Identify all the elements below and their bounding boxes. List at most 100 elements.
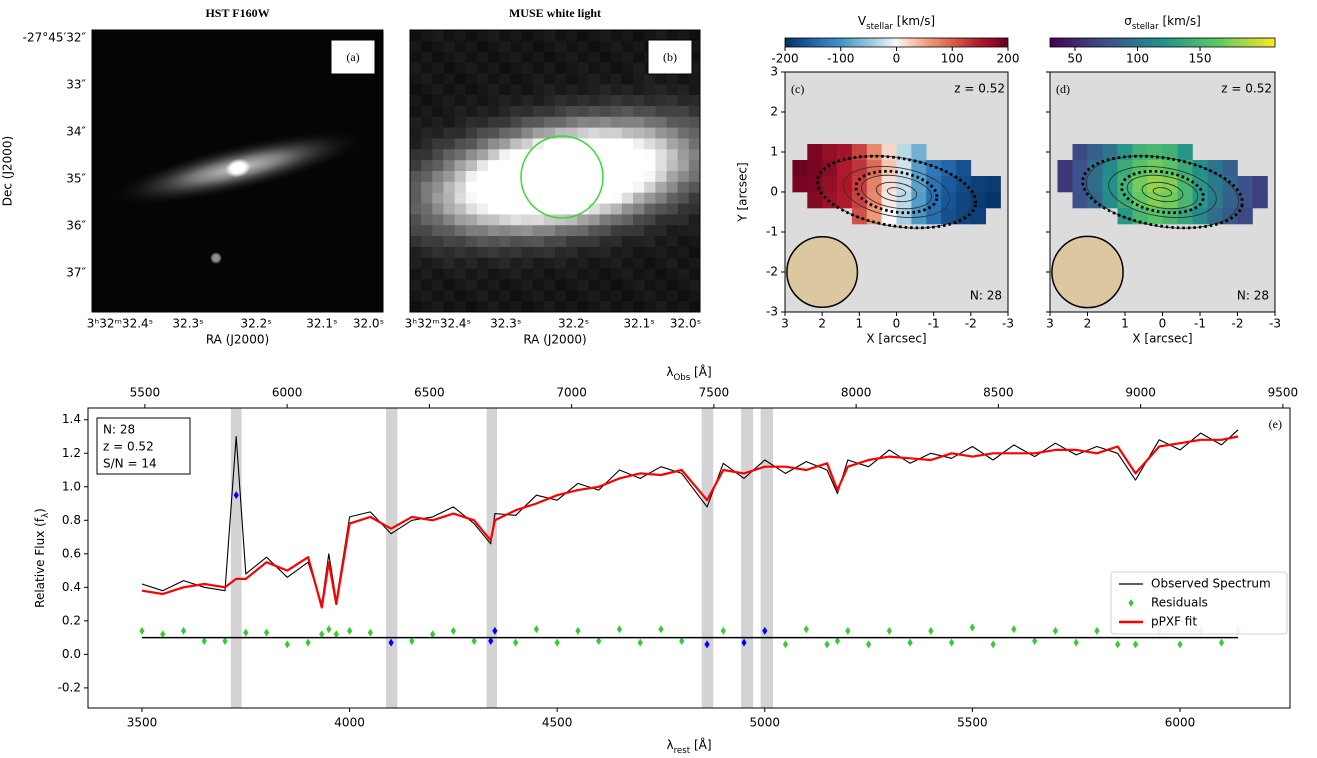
image-pixel [499, 246, 511, 259]
image-pixel [655, 171, 668, 183]
image-pixel [410, 268, 422, 280]
image-pixel [454, 138, 467, 150]
image-pixel [532, 181, 545, 194]
image-pixel [421, 214, 433, 226]
image-pixel [577, 181, 589, 194]
image-pixel [454, 84, 467, 96]
image-pixel [599, 160, 612, 172]
x-tick-label: 5500 [957, 716, 988, 730]
image-pixel [521, 138, 534, 150]
image-pixel [432, 160, 444, 172]
image-pixel [532, 290, 545, 302]
spaxel [1057, 160, 1073, 177]
image-pixel [410, 192, 422, 205]
image-frame [409, 29, 701, 313]
image-pixel [566, 40, 578, 53]
image-pixel [476, 105, 489, 118]
image-pixel [655, 149, 668, 161]
x-tick-label: 3 [1046, 317, 1054, 331]
image-pixel [465, 236, 478, 248]
image-pixel [588, 127, 601, 139]
image-pixel [599, 40, 612, 53]
image-pixel [499, 257, 511, 270]
image-pixel [543, 30, 556, 42]
residual-point [1177, 640, 1183, 649]
image-pixel [432, 116, 444, 129]
y-tick-label: 33″ [66, 78, 86, 92]
companion [210, 252, 222, 264]
x-tick-label: 32.2ˢ [241, 317, 272, 331]
image-pixel [532, 301, 545, 313]
image-pixel [621, 127, 634, 139]
masked-band [230, 408, 242, 708]
image-pixel [488, 257, 500, 270]
image-pixel [633, 181, 645, 194]
image-pixel [666, 171, 679, 183]
spaxel [970, 208, 986, 225]
spaxel [881, 176, 897, 193]
label-part: λ [666, 365, 673, 379]
image-pixel [610, 192, 623, 205]
image-pixel [465, 116, 478, 129]
label-part: [km/s] [1159, 14, 1201, 28]
image-pixel [410, 40, 422, 53]
spaxel [851, 160, 868, 177]
image-pixel [465, 290, 478, 302]
spaxel [896, 192, 912, 209]
image-pixel [610, 51, 623, 64]
spaxel [941, 160, 957, 177]
image-pixel [476, 84, 489, 96]
image-pixel [488, 268, 500, 280]
image-pixel [410, 95, 422, 107]
spaxel [1177, 192, 1193, 209]
image-pixel [454, 116, 467, 129]
image-pixel [499, 149, 511, 161]
image-pixel [454, 95, 467, 107]
image-pixel [443, 95, 456, 107]
image-pixel [599, 236, 612, 248]
image-pixel [476, 62, 489, 74]
flux-contour [820, 155, 973, 229]
image-pixel [499, 95, 511, 107]
image-pixel [499, 203, 511, 215]
image-pixel [532, 225, 545, 237]
image-pixel [621, 51, 634, 64]
legend-label: Observed Spectrum [1151, 577, 1271, 591]
image-pixel [588, 84, 601, 96]
image-pixel [633, 268, 645, 280]
spaxel [1072, 192, 1088, 209]
image-pixel [521, 268, 534, 280]
y-tick-label: 36″ [66, 219, 86, 233]
image-pixel [488, 149, 500, 161]
image-pixel [443, 116, 456, 129]
image-pixel [421, 149, 433, 161]
image-pixel [543, 225, 556, 237]
image-pixel [588, 290, 601, 302]
spaxel [822, 176, 838, 193]
image-pixel [577, 203, 589, 215]
image-pixel [621, 225, 634, 237]
label-part: [Å] [690, 364, 711, 379]
image-pixel [499, 290, 511, 302]
image-pixel [655, 73, 668, 85]
image-pixel [621, 236, 634, 248]
image-pixel [677, 127, 690, 139]
image-pixel [599, 51, 612, 64]
image-pixel [410, 203, 422, 215]
image-pixel [688, 62, 701, 74]
image-pixel [410, 225, 422, 237]
image-pixel [599, 246, 612, 259]
spaxel [837, 176, 853, 193]
aperture [520, 135, 604, 219]
image-pixel [476, 290, 489, 302]
y-tick-label: 0.6 [62, 546, 81, 560]
image-pixel [555, 127, 567, 139]
y-tick-label: 1.2 [62, 446, 81, 460]
image-pixel [443, 30, 456, 42]
image-pixel [655, 268, 668, 280]
image-pixel [666, 290, 679, 302]
image-pixel [666, 95, 679, 107]
image-pixel [566, 73, 578, 85]
residual-point [492, 626, 498, 635]
